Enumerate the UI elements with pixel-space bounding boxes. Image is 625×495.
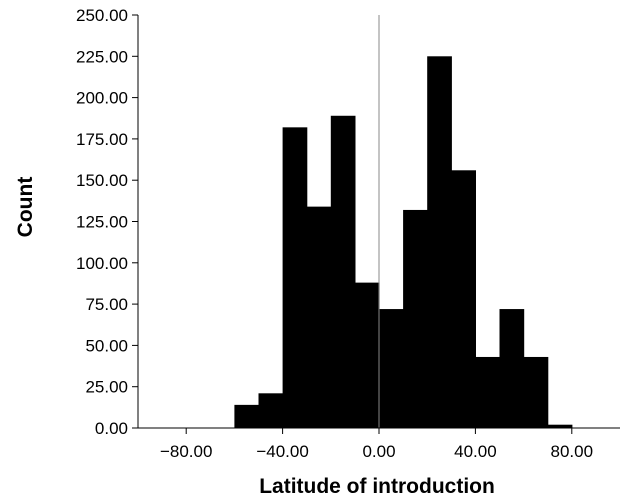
x-tick-label: −80.00 [160, 442, 212, 461]
histogram-bar [451, 170, 476, 429]
y-tick-label: 200.00 [76, 89, 128, 108]
x-tick-label: 80.00 [551, 442, 594, 461]
histogram-bar [547, 424, 573, 428]
y-tick-label: 125.00 [76, 213, 128, 232]
y-axis-title: Count [14, 177, 37, 238]
histogram-bar [427, 56, 452, 429]
bars-layer [234, 56, 573, 429]
histogram-bar [379, 309, 404, 428]
histogram-bar [234, 404, 260, 428]
y-axis-ticks: 0.00 25.00 50.00 75.00 100.00 125.00 150.00 175… [76, 6, 138, 438]
y-tick-label: 0.00 [95, 419, 128, 438]
histogram-bar [306, 206, 332, 428]
y-tick-label: 150.00 [76, 171, 128, 190]
histogram-bar [258, 393, 284, 428]
x-tick-label: −40.00 [256, 442, 308, 461]
x-tick-label: 40.00 [454, 442, 497, 461]
histogram-bar [475, 356, 501, 428]
y-tick-label: 250.00 [76, 6, 128, 25]
x-axis-ticks: −80.00 −40.00 0.00 40.00 80.00 [160, 428, 593, 461]
y-tick-label: 50.00 [85, 336, 128, 355]
histogram-bar [354, 282, 380, 428]
histogram-bar [403, 209, 428, 428]
histogram-bar [282, 127, 308, 428]
y-tick-label: 25.00 [85, 378, 128, 397]
y-tick-label: 75.00 [85, 295, 128, 314]
x-tick-label: 0.00 [362, 442, 395, 461]
y-tick-label: 175.00 [76, 130, 128, 149]
y-tick-label: 100.00 [76, 254, 128, 273]
histogram-bar [330, 115, 356, 429]
x-axis-title: Latitude of introduction [259, 475, 495, 495]
histogram-bar [523, 356, 549, 428]
histogram-bar [499, 309, 525, 428]
y-tick-label: 225.00 [76, 47, 128, 66]
